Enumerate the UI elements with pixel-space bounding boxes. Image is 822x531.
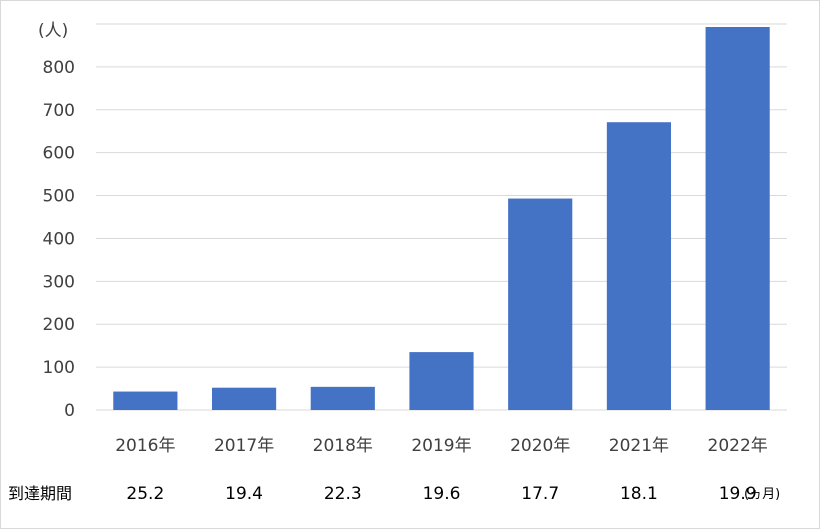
y-tick-label: 800 [43, 58, 75, 78]
x-tick-label: 2020年 [510, 436, 570, 456]
period-row: 到達期間 (ヵ月) 25.2 19.4 22.3 19.6 17.7 18.1 19.9 [8, 484, 780, 504]
x-tick-label: 2016年 [115, 436, 175, 456]
gridlines [96, 23, 787, 411]
period-row-label: 到達期間 [8, 484, 72, 503]
x-axis-ticks: 2016年 2017年 2018年 2019年 2020年 2021年 2022年 [115, 436, 768, 456]
y-tick-label: 400 [43, 229, 75, 249]
y-tick-label: 200 [43, 315, 75, 335]
bar-6 [606, 122, 672, 411]
bar-2 [211, 387, 277, 410]
y-tick-label: 0 [64, 401, 75, 421]
period-value: 19.4 [225, 484, 263, 504]
bar-4 [409, 352, 474, 410]
y-tick-label: 600 [43, 144, 75, 164]
y-tick-label: 700 [43, 101, 75, 121]
bar-1 [113, 391, 178, 410]
x-tick-label: 2021年 [609, 436, 669, 456]
y-axis-ticks: 0 100 200 300 400 500 600 700 800 [43, 58, 75, 421]
period-value: 25.2 [126, 484, 164, 504]
bar-3 [310, 386, 375, 410]
bar-5 [508, 198, 573, 410]
x-tick-label: 2017年 [214, 436, 274, 456]
period-value: 17.7 [521, 484, 559, 504]
bars [113, 27, 770, 411]
x-tick-label: 2022年 [708, 436, 768, 456]
x-tick-label: 2018年 [313, 436, 373, 456]
bar-7 [705, 27, 770, 410]
period-value: 18.1 [620, 484, 658, 504]
y-tick-label: 100 [43, 358, 75, 378]
period-value: 22.3 [324, 484, 362, 504]
period-value: 19.9 [719, 484, 757, 504]
y-axis-unit: (人) [38, 21, 68, 41]
y-tick-label: 300 [43, 272, 75, 292]
period-row-unit: (ヵ月) [744, 487, 780, 502]
x-tick-label: 2019年 [411, 436, 471, 456]
period-value: 19.6 [423, 484, 461, 504]
y-tick-label: 500 [43, 187, 75, 207]
